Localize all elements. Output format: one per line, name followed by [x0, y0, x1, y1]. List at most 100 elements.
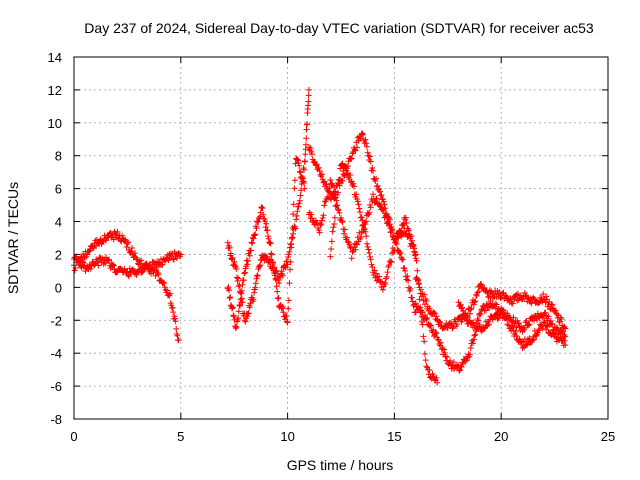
data-point [365, 152, 372, 159]
plot-frame [73, 56, 609, 420]
data-point [548, 301, 555, 308]
data-point [401, 265, 408, 272]
data-point [516, 336, 523, 343]
data-point [397, 249, 404, 256]
series-track-b [71, 249, 184, 280]
data-point [373, 195, 380, 202]
data-point [328, 180, 335, 187]
data-point [255, 218, 262, 225]
data-point [291, 177, 298, 184]
data-points [71, 86, 569, 386]
data-point [224, 285, 231, 292]
data-point [274, 295, 281, 302]
data-point [124, 268, 131, 275]
data-point [328, 246, 335, 253]
data-point [243, 257, 250, 264]
data-point [528, 300, 535, 307]
data-point [373, 175, 380, 182]
data-point [227, 294, 234, 301]
data-point [388, 258, 395, 265]
data-point [418, 286, 425, 293]
data-point [323, 181, 330, 188]
data-point [285, 305, 292, 312]
data-point [453, 320, 460, 327]
data-point [362, 136, 369, 143]
data-point [424, 314, 431, 321]
data-point [87, 247, 94, 254]
data-point [398, 228, 405, 235]
data-point [249, 240, 256, 247]
data-point [252, 231, 259, 238]
data-point [133, 271, 140, 278]
data-point [247, 247, 254, 254]
data-point [284, 319, 291, 326]
data-point [128, 248, 135, 255]
data-point [296, 162, 303, 169]
data-point [106, 256, 113, 263]
data-point [420, 333, 427, 340]
data-point [238, 290, 245, 297]
data-point [292, 160, 299, 167]
data-point [286, 280, 293, 287]
data-point [471, 299, 478, 306]
data-point [224, 239, 231, 246]
data-point [531, 317, 538, 324]
data-point [231, 259, 238, 266]
data-point [355, 201, 362, 208]
data-point [400, 220, 407, 227]
data-point [338, 161, 345, 168]
data-point [240, 277, 247, 284]
y-tick-label: 8 [55, 149, 62, 164]
data-point [246, 304, 253, 311]
data-point [405, 227, 412, 234]
data-point [472, 298, 479, 305]
data-point [433, 313, 440, 320]
data-point [360, 221, 367, 228]
data-point [274, 288, 281, 295]
data-point [254, 272, 261, 279]
data-point [301, 179, 308, 186]
data-point [341, 163, 348, 170]
data-point [235, 283, 242, 290]
data-point [232, 263, 239, 270]
data-point [450, 324, 457, 331]
data-point [526, 335, 533, 342]
data-point [148, 267, 155, 274]
data-point [315, 164, 322, 171]
y-tick-label: 6 [55, 182, 62, 197]
data-point [376, 188, 383, 195]
data-point [319, 215, 326, 222]
data-point [381, 281, 388, 288]
data-point [297, 192, 304, 199]
data-point [250, 296, 257, 303]
data-point [275, 294, 282, 301]
data-point [485, 321, 492, 328]
data-point [382, 279, 389, 286]
data-point [266, 256, 273, 263]
data-point [378, 192, 385, 199]
data-point [279, 272, 286, 279]
data-point [301, 185, 308, 192]
y-tick-label: -8 [50, 412, 62, 427]
data-point [426, 367, 433, 374]
data-point [256, 263, 263, 270]
data-point [253, 275, 260, 282]
data-point [348, 255, 355, 262]
data-point [415, 280, 422, 287]
data-point [294, 157, 301, 164]
data-point [514, 290, 521, 297]
data-point [477, 311, 484, 318]
data-point [462, 310, 469, 317]
y-tick-label: 14 [48, 50, 62, 65]
data-point [403, 276, 410, 283]
data-point [408, 294, 415, 301]
data-point [366, 253, 373, 260]
data-point [307, 145, 314, 152]
data-point [233, 274, 240, 281]
data-point [341, 173, 348, 180]
data-point [283, 312, 290, 319]
data-point [245, 310, 252, 317]
data-point [347, 171, 354, 178]
data-point [305, 98, 312, 105]
data-point [359, 130, 366, 137]
